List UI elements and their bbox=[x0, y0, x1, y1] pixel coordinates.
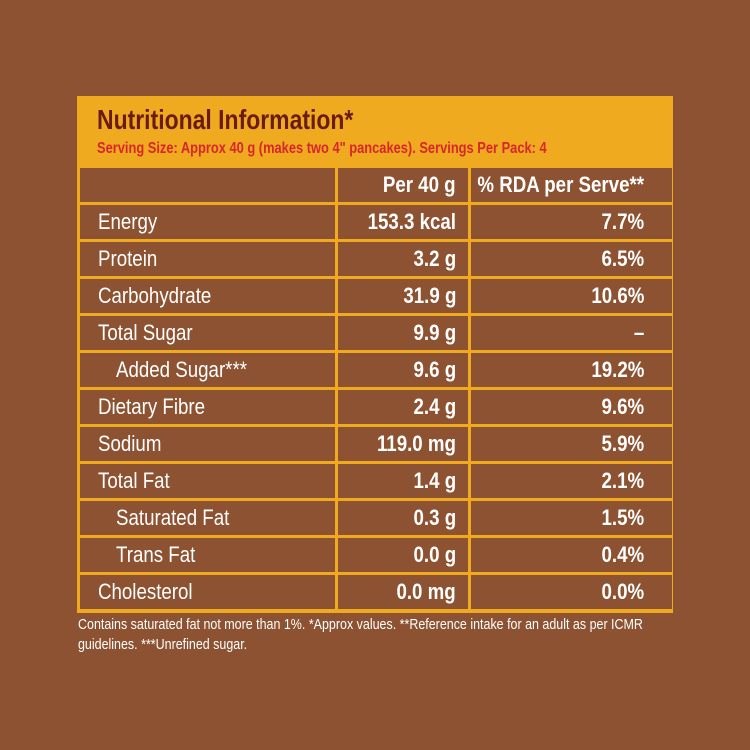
table-cell-nutrient-name: Energy bbox=[80, 205, 335, 239]
table-cell-rda-value: 6.5% bbox=[471, 242, 672, 276]
nutrient-name: Total Fat bbox=[98, 468, 170, 493]
per-40g-value: 153.3 kcal bbox=[367, 209, 456, 234]
table-cell-nutrient-name: Trans Fat bbox=[80, 538, 335, 572]
table-cell-rda-value: 2.1% bbox=[471, 464, 672, 498]
rda-value: 0.4% bbox=[601, 542, 644, 567]
per-40g-value: 119.0 mg bbox=[376, 431, 456, 456]
nutrient-name: Carbohydrate bbox=[98, 283, 212, 308]
nutrient-name: Trans Fat bbox=[116, 542, 196, 567]
table-cell-per-40g-value: 2.4 g bbox=[338, 390, 468, 424]
nutrient-name: Dietary Fibre bbox=[98, 394, 206, 419]
rda-value: 9.6% bbox=[601, 394, 644, 419]
table-cell-per-40g-value: 0.0 mg bbox=[338, 575, 468, 609]
table-cell-per-40g-value: 9.6 g bbox=[338, 353, 468, 387]
table-cell-nutrient-name: Cholesterol bbox=[80, 575, 335, 609]
per-40g-value: 0.3 g bbox=[413, 505, 456, 530]
nutrition-table: Per 40 g % RDA per Serve** Energy 153.3 k… bbox=[80, 168, 672, 610]
table-cell-rda-value: – bbox=[471, 316, 672, 350]
panel-title: Nutritional Information* bbox=[97, 104, 354, 135]
table-cell-rda-value: 10.6% bbox=[471, 279, 672, 313]
per-40g-value: 0.0 mg bbox=[396, 579, 456, 604]
per-40g-value: 1.4 g bbox=[413, 468, 456, 493]
nutrient-name: Added Sugar*** bbox=[116, 357, 248, 382]
table-cell-nutrient-name: Total Sugar bbox=[80, 316, 335, 350]
nutrient-name: Saturated Fat bbox=[116, 505, 230, 530]
rda-value: – bbox=[633, 320, 644, 345]
table-cell-nutrient-name: Added Sugar*** bbox=[80, 353, 335, 387]
table-cell-per-40g-value: 0.3 g bbox=[338, 501, 468, 535]
table-cell-rda-value: 0.0% bbox=[471, 575, 672, 609]
nutrition-panel: Nutritional Information* Serving Size: A… bbox=[77, 96, 673, 613]
table-cell-per-40g-value: 0.0 g bbox=[338, 538, 468, 572]
per-40g-value: 2.4 g bbox=[413, 394, 456, 419]
table-cell-nutrient-name: Total Fat bbox=[80, 464, 335, 498]
nutrient-name: Sodium bbox=[98, 431, 162, 456]
rda-value: 10.6% bbox=[590, 283, 644, 308]
table-cell-rda-value: 9.6% bbox=[471, 390, 672, 424]
table-cell-rda-value: 19.2% bbox=[471, 353, 672, 387]
per-40g-value: 3.2 g bbox=[413, 246, 456, 271]
per-40g-value: 9.6 g bbox=[413, 357, 456, 382]
rda-value: 5.9% bbox=[601, 431, 644, 456]
per-40g-value: 31.9 g bbox=[402, 283, 456, 308]
table-cell-rda-value: 1.5% bbox=[471, 501, 672, 535]
serving-info: Serving Size: Approx 40 g (makes two 4" … bbox=[97, 140, 547, 157]
header-label: Per 40 g bbox=[383, 172, 456, 197]
nutrient-name: Protein bbox=[98, 246, 158, 271]
table-cell-nutrient-name: Sodium bbox=[80, 427, 335, 461]
header-cell-per-40g: Per 40 g bbox=[338, 168, 468, 202]
rda-value: 0.0% bbox=[601, 579, 644, 604]
table-cell-rda-value: 5.9% bbox=[471, 427, 672, 461]
table-cell-nutrient-name: Dietary Fibre bbox=[80, 390, 335, 424]
table-cell-per-40g-value: 31.9 g bbox=[338, 279, 468, 313]
nutrient-name: Cholesterol bbox=[98, 579, 193, 604]
table-cell-nutrient-name: Carbohydrate bbox=[80, 279, 335, 313]
table-cell-per-40g-value: 119.0 mg bbox=[338, 427, 468, 461]
table-cell-per-40g-value: 9.9 g bbox=[338, 316, 468, 350]
header-cell-nutrient bbox=[80, 168, 335, 202]
rda-value: 7.7% bbox=[601, 209, 644, 234]
table-cell-rda-value: 0.4% bbox=[471, 538, 672, 572]
table-cell-per-40g-value: 3.2 g bbox=[338, 242, 468, 276]
table-cell-per-40g-value: 1.4 g bbox=[338, 464, 468, 498]
per-40g-value: 9.9 g bbox=[413, 320, 456, 345]
rda-value: 6.5% bbox=[601, 246, 644, 271]
nutrient-name: Energy bbox=[98, 209, 158, 234]
table-cell-rda-value: 7.7% bbox=[471, 205, 672, 239]
nutrient-name: Total Sugar bbox=[98, 320, 193, 345]
rda-value: 2.1% bbox=[601, 468, 644, 493]
header-cell-rda: % RDA per Serve** bbox=[471, 168, 672, 202]
table-cell-nutrient-name: Saturated Fat bbox=[80, 501, 335, 535]
table-cell-nutrient-name: Protein bbox=[80, 242, 335, 276]
panel-header: Nutritional Information* Serving Size: A… bbox=[77, 96, 673, 168]
footnote: Contains saturated fat not more than 1%.… bbox=[78, 617, 643, 653]
rda-value: 1.5% bbox=[601, 505, 644, 530]
table-cell-per-40g-value: 153.3 kcal bbox=[338, 205, 468, 239]
header-label: % RDA per Serve** bbox=[477, 172, 644, 197]
rda-value: 19.2% bbox=[590, 357, 644, 382]
per-40g-value: 0.0 g bbox=[413, 542, 456, 567]
